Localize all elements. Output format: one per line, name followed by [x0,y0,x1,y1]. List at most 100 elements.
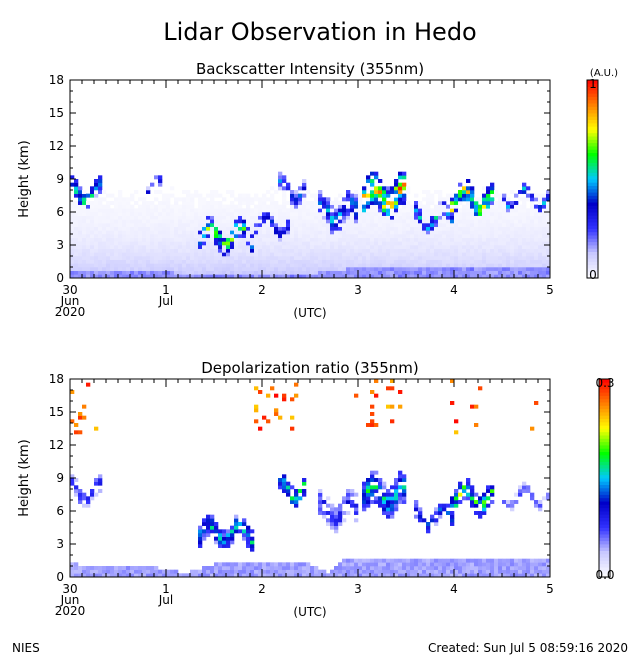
heatmap-cell [450,256,455,260]
heatmap-cell [142,569,147,574]
heatmap-cell [394,562,399,567]
heatmap-cell [262,230,267,235]
heatmap-cell [502,197,507,202]
heatmap-cell [374,226,379,231]
heatmap-cell [370,390,375,394]
heatmap-cell [294,393,299,398]
heatmap-cell [346,489,351,493]
heatmap-cell [478,256,483,260]
heatmap-cell [542,558,547,563]
heatmap-cell [234,219,239,224]
heatmap-cell [362,252,367,257]
heatmap-cell [458,226,463,231]
heatmap-cell [406,208,411,213]
heatmap-cell [70,226,75,231]
heatmap-cell [374,478,379,482]
heatmap-cell [266,566,271,570]
heatmap-cell [546,566,551,570]
heatmap-cell [370,223,375,227]
heatmap-cell [478,223,483,227]
heatmap-cell [366,230,371,235]
heatmap-cell [298,212,303,216]
heatmap-cell [286,256,291,260]
heatmap-cell [546,267,551,271]
heatmap-cell [462,489,467,493]
heatmap-cell [202,204,207,209]
heatmap-cell [546,215,551,220]
heatmap-cell [334,230,339,235]
heatmap-cell [258,245,263,249]
heatmap-cell [502,219,507,224]
heatmap-cell [122,259,127,264]
heatmap-cell [122,267,127,271]
heatmap-cell [402,485,407,490]
heatmap-cell [406,256,411,260]
heatmap-cell [494,248,499,253]
heatmap-cell [486,503,491,508]
heatmap-cell [442,208,447,213]
heatmap-cell [274,573,279,578]
heatmap-cell [82,263,87,268]
heatmap-cell [226,569,231,574]
colorbar-segment [587,271,598,276]
heatmap-cell [326,215,331,220]
heatmap-cell [222,234,227,238]
heatmap-cell [150,274,155,279]
heatmap-cell [90,573,95,578]
heatmap-cell [94,179,99,183]
heatmap-cell [98,274,103,279]
heatmap-cell [242,256,247,260]
heatmap-cell [170,226,175,231]
heatmap-cell [366,485,371,490]
heatmap-cell [182,573,187,578]
heatmap-cell [370,492,375,497]
colorbar-segment [599,537,610,542]
heatmap-cell [290,252,295,257]
heatmap-cell [226,263,231,268]
heatmap-cell [514,193,519,198]
heatmap-cell [358,274,363,279]
heatmap-cell [342,234,347,238]
heatmap-cell [298,219,303,224]
heatmap-cell [454,248,459,253]
heatmap-cell [506,267,511,271]
heatmap-cell [294,496,299,501]
heatmap-cell [474,201,479,205]
heatmap-cell [402,226,407,231]
heatmap-cell [430,562,435,567]
heatmap-cell [378,558,383,563]
colorbar-segment [587,198,598,203]
heatmap-cell [538,248,543,253]
heatmap-cell [262,245,267,249]
heatmap-cell [134,573,139,578]
heatmap-cell [110,573,115,578]
heatmap-cell [422,226,427,231]
heatmap-cell [382,204,387,209]
heatmap-cell [494,226,499,231]
heatmap-cell [318,274,323,279]
heatmap-cell [446,259,451,264]
heatmap-cell [298,259,303,264]
heatmap-cell [346,492,351,497]
heatmap-cell [90,256,95,260]
heatmap-cell [310,234,315,238]
heatmap-cell [254,208,259,213]
heatmap-cell [426,573,431,578]
heatmap-cell [258,197,263,202]
heatmap-cell [182,245,187,249]
heatmap-cell [318,263,323,268]
heatmap-cell [422,204,427,209]
heatmap-cell [294,223,299,227]
heatmap-cell [466,241,471,246]
heatmap-cell [546,252,551,257]
heatmap-cell [514,248,519,253]
heatmap-cell [362,223,367,227]
heatmap-cell [438,267,443,271]
heatmap-cell [310,274,315,279]
heatmap-cell [434,252,439,257]
heatmap-cell [374,241,379,246]
heatmap-cell [362,259,367,264]
heatmap-cell [118,215,123,220]
heatmap-cell [534,223,539,227]
heatmap-cell [374,274,379,279]
